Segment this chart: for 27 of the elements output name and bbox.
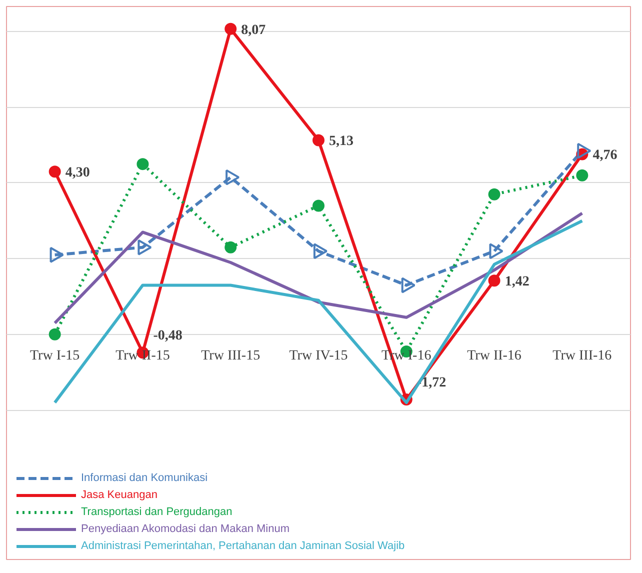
point [576,169,588,182]
text: Administrasi Pemerintahan, Pertahanan dan Jaminan Sosial Wajib [81,539,405,553]
x-tick-label: Trw I-15 [30,348,80,364]
x-tick-label: Trw II-15 [116,348,170,364]
text: Penyediaan Akomodasi dan Makan Minum [81,522,290,536]
x-tick-label: Trw III-15 [201,348,260,364]
data-label: -0,48 [153,328,182,344]
data-label: 4,30 [65,166,90,181]
text: Transportasi dan Pergudangan [81,505,232,519]
text: Jasa Keuangan [81,488,158,502]
point [488,188,500,200]
point [48,328,61,340]
data-label: 5,13 [329,134,354,150]
point [312,134,324,146]
x-tick-label: Trw III-16 [552,348,612,364]
text: Informasi dan Komunikasi [81,471,208,485]
point [224,22,237,35]
point [312,200,324,212]
point [136,158,149,170]
x-tick-label: Trw II-16 [467,348,522,364]
point [488,274,500,287]
x-tick-label: Trw IV-15 [289,348,348,364]
data-label: 4,76 [592,148,618,164]
data-label: 1,42 [504,274,530,290]
point [48,166,61,178]
point [224,241,237,254]
data-label: 8,07 [241,22,266,38]
